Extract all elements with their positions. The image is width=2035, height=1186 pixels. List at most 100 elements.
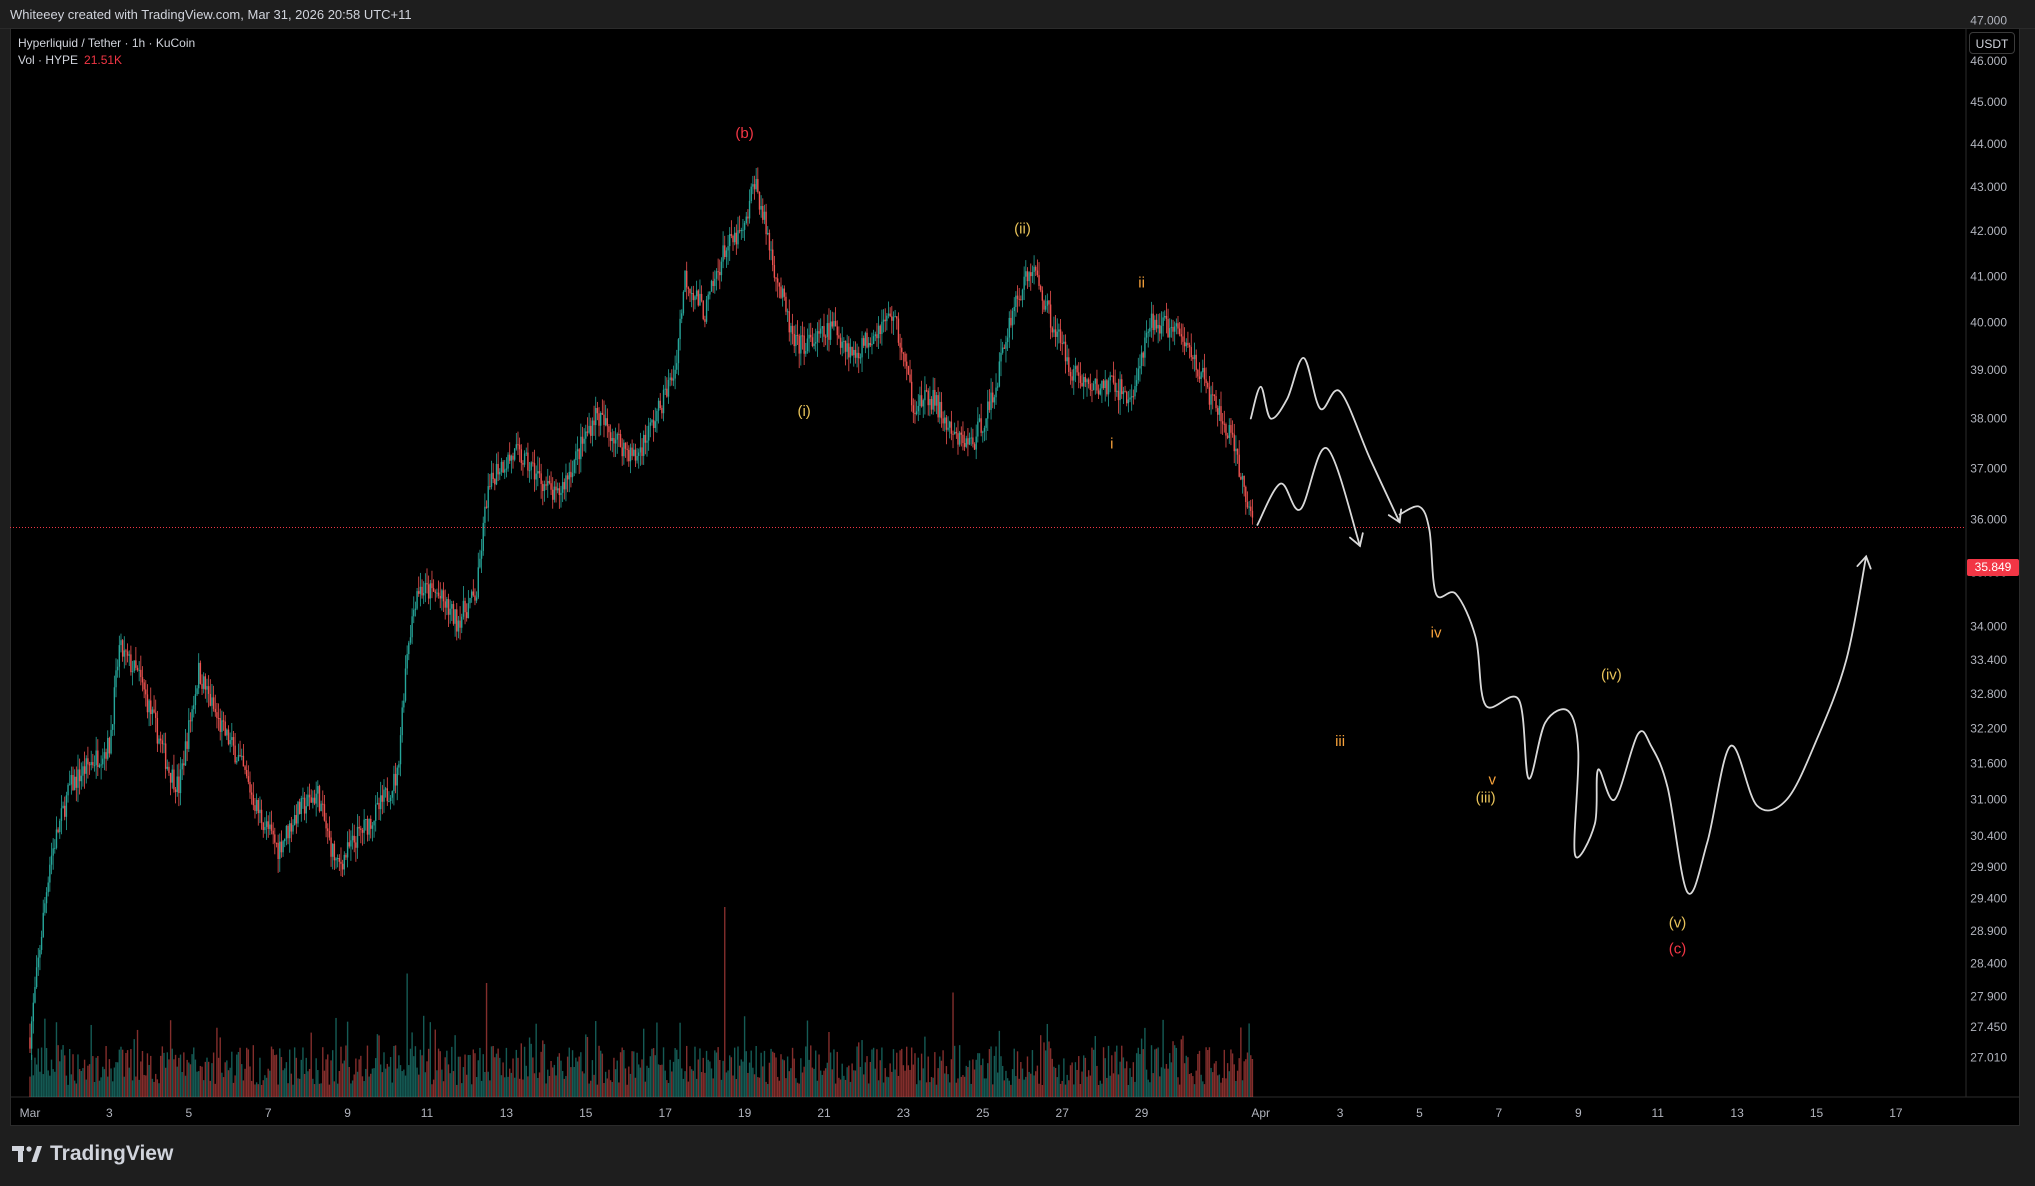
volume-bar — [451, 1046, 453, 1097]
volume-bar — [207, 1061, 210, 1097]
candle-body — [113, 687, 116, 725]
candle-body — [958, 432, 961, 445]
x-tick-label: 17 — [1889, 1106, 1903, 1120]
volume-bar — [176, 1066, 178, 1097]
candle-body — [1104, 380, 1106, 389]
volume-bar — [697, 1059, 699, 1097]
volume-bar — [1097, 1084, 1100, 1097]
volume-bar — [308, 1068, 311, 1097]
volume-bar — [861, 1040, 863, 1097]
volume-bar — [179, 1054, 182, 1097]
candle-body — [841, 341, 843, 348]
candle-body — [517, 444, 519, 446]
volume-bar — [758, 1077, 761, 1097]
candle-body — [1213, 394, 1216, 397]
candle-body — [54, 847, 56, 849]
currency-button[interactable]: USDT — [1969, 32, 2015, 54]
volume-bar — [298, 1078, 301, 1097]
candle-body — [882, 319, 885, 322]
y-tick-label: 36.000 — [1970, 513, 2007, 527]
volume-bar — [1006, 1078, 1009, 1097]
volume-bar — [628, 1066, 630, 1097]
candle-body — [983, 427, 986, 432]
volume-bar — [231, 1051, 233, 1097]
volume-bar — [1023, 1079, 1025, 1097]
candle-body — [788, 311, 790, 333]
volume-bar — [722, 1060, 724, 1097]
volume-bar — [709, 1061, 711, 1097]
volume-bar — [1030, 1073, 1032, 1097]
volume-bar — [484, 1072, 486, 1097]
volume-bar — [315, 1058, 317, 1097]
candle-body — [963, 443, 966, 447]
volume-bar — [310, 1032, 312, 1097]
volume-bar — [833, 1049, 835, 1097]
volume-bar — [887, 1077, 890, 1097]
candle-body — [164, 743, 167, 769]
volume-bar — [912, 1064, 915, 1097]
candle-body — [126, 651, 129, 656]
price-chart[interactable]: 47.00046.00045.00044.00043.00042.00041.0… — [0, 0, 2035, 1126]
candle-body — [823, 326, 825, 337]
candle-body — [333, 843, 336, 861]
volume-bar — [275, 1054, 278, 1097]
volume-bar — [98, 1080, 101, 1097]
volume-bar — [1162, 1019, 1164, 1097]
volume-bar — [206, 1057, 208, 1097]
volume-bar — [1228, 1071, 1230, 1097]
candle-body — [1001, 347, 1004, 353]
candle-body — [945, 417, 948, 430]
candle-body — [1051, 327, 1053, 333]
volume-bar — [535, 1023, 537, 1097]
x-tick-label: 3 — [1337, 1106, 1344, 1120]
candle-body — [267, 821, 269, 829]
candle-body — [1121, 379, 1123, 395]
candle-body — [426, 583, 428, 585]
candle-body — [939, 401, 941, 418]
candle-body — [513, 448, 516, 460]
candle-body — [1130, 396, 1133, 398]
candle-body — [738, 230, 741, 232]
candle-body — [907, 366, 910, 375]
volume-bar — [404, 1075, 407, 1097]
volume-bar — [432, 1079, 435, 1097]
candle-body — [887, 313, 890, 316]
candle-body — [755, 178, 757, 190]
candle-body — [156, 717, 159, 744]
candle-body — [987, 401, 989, 419]
candle-body — [867, 342, 870, 348]
candle-body — [695, 290, 698, 297]
candle-body — [532, 462, 534, 464]
volume-bar — [801, 1072, 804, 1097]
volume-bar — [616, 1060, 618, 1097]
volume-bar — [944, 1073, 946, 1097]
volume-bar — [1233, 1064, 1235, 1097]
candle-body — [1071, 376, 1073, 381]
chart-frame[interactable] — [10, 28, 2020, 1126]
volume-bar — [295, 1057, 298, 1097]
candle-body — [1228, 425, 1230, 438]
tradingview-logo[interactable]: TradingView — [12, 1142, 173, 1166]
volume-bar — [50, 1059, 53, 1097]
candle-body — [429, 583, 432, 599]
candle-body — [752, 184, 754, 187]
volume-bar — [188, 1062, 190, 1097]
candle-body — [1170, 326, 1173, 329]
candle-body — [1220, 406, 1222, 422]
volume-bar — [510, 1072, 513, 1097]
volume-bar — [346, 1021, 349, 1097]
volume-bar — [131, 1080, 134, 1097]
volume-bar — [922, 1068, 924, 1097]
candle-body — [952, 433, 954, 435]
volume-bar — [1129, 1068, 1131, 1097]
volume-bar — [712, 1078, 714, 1097]
volume-bar — [270, 1046, 273, 1097]
candle-body — [783, 288, 785, 297]
candle-body — [274, 834, 276, 843]
volume-bar — [1121, 1045, 1123, 1097]
volume-bar — [388, 1066, 390, 1097]
candle-body — [909, 374, 911, 382]
volume-bar — [221, 1072, 223, 1097]
volume-bar — [62, 1045, 64, 1097]
volume-bar — [1164, 1068, 1166, 1097]
